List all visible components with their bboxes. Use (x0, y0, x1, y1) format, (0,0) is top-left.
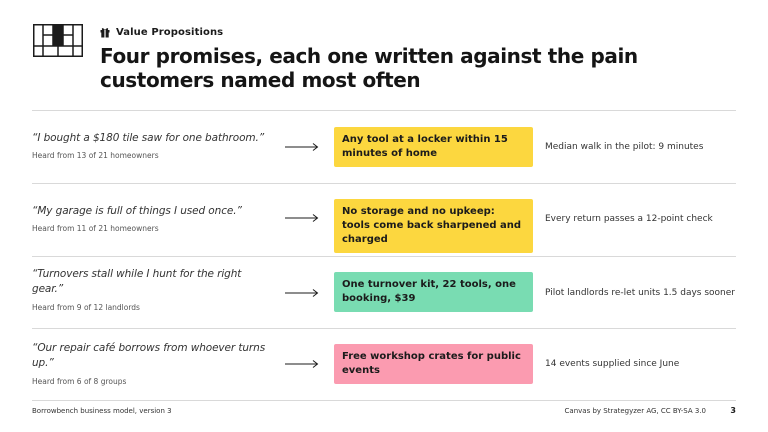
value-promise: No storage and no upkeep: tools come bac… (334, 199, 533, 253)
evidence-note: Median walk in the pilot: 9 minutes (545, 142, 704, 152)
quote-source: Heard from 6 of 8 groups (32, 377, 127, 386)
quote-source: Heard from 11 of 21 homeowners (32, 224, 159, 233)
quote-source: Heard from 9 of 12 landlords (32, 303, 140, 312)
value-row: “My garage is full of things I used once… (32, 184, 736, 256)
value-row: “Turnovers stall while I hunt for the ri… (32, 257, 736, 329)
arrow-right-icon (285, 214, 319, 222)
footer-credit: Canvas by Strategyzer AG, CC BY-SA 3.0 (564, 407, 706, 415)
footer-document-name: Borrowbench business model, version 3 (32, 407, 172, 415)
arrow-right-icon (285, 360, 319, 368)
evidence-note: Pilot landlords re-let units 1.5 days so… (545, 288, 735, 298)
divider (32, 183, 736, 184)
business-model-canvas-logo (33, 24, 83, 57)
value-row: “I bought a $180 tile saw for one bathro… (32, 111, 736, 183)
divider (32, 110, 736, 111)
section-kicker: Value Propositions (100, 27, 223, 38)
arrow-right-icon (285, 143, 319, 151)
customer-quote: “My garage is full of things I used once… (32, 205, 242, 217)
section-label: Value Propositions (116, 27, 224, 38)
evidence-note: Every return passes a 12-point check (545, 214, 713, 224)
divider (32, 256, 736, 257)
value-row: “Our repair café borrows from whoever tu… (32, 329, 736, 401)
customer-quote: “Our repair café borrows from whoever tu… (32, 342, 266, 369)
value-promise: One turnover kit, 22 tools, one booking,… (334, 272, 533, 312)
divider (32, 328, 736, 329)
customer-quote: “I bought a $180 tile saw for one bathro… (32, 132, 265, 144)
gift-icon (100, 28, 110, 38)
evidence-note: 14 events supplied since June (545, 359, 680, 369)
divider (32, 400, 736, 401)
arrow-right-icon (285, 289, 319, 297)
value-promise: Any tool at a locker within 15 minutes o… (334, 127, 533, 167)
value-promise: Free workshop crates for public events (334, 344, 533, 384)
page-title: Four promises, each one written against … (100, 44, 638, 92)
customer-quote: “Turnovers stall while I hunt for the ri… (32, 268, 242, 295)
page-number: 3 (730, 406, 736, 415)
quote-source: Heard from 13 of 21 homeowners (32, 151, 159, 160)
